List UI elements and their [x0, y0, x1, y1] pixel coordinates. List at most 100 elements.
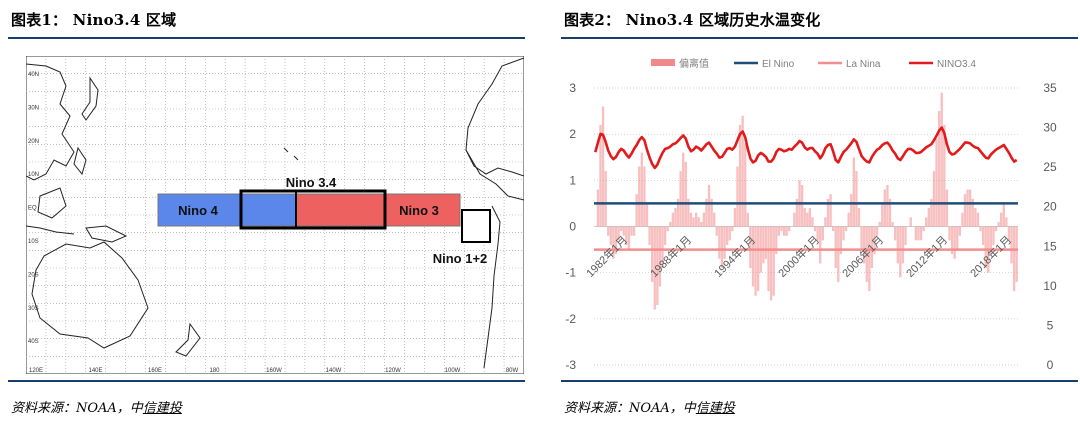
nino3-label: Nino 3 — [399, 203, 439, 218]
anomaly-bar — [1007, 226, 1011, 241]
legend-label: NINO3.4 — [937, 59, 976, 70]
anomaly-bar — [697, 217, 700, 227]
left-title-rule — [8, 37, 525, 39]
map-axis-labels: 40N 30N 20N 10N EQ 10S 20S 30S 40S 120E 140E 160E 18… — [28, 72, 519, 374]
anomaly-bar — [609, 226, 612, 245]
anomaly-bar — [850, 194, 853, 227]
anomaly-bar — [622, 226, 625, 236]
map-lon-label: 120E — [29, 368, 43, 374]
nino34-line-group — [594, 126, 1018, 170]
anomaly-bar — [692, 217, 695, 227]
anomaly-bar — [643, 166, 646, 227]
asia-coastline — [26, 63, 75, 181]
anomaly-bar — [635, 194, 638, 227]
south-america-coastline — [483, 205, 501, 369]
anomaly-bar — [963, 194, 967, 227]
anomaly-bar — [971, 198, 974, 227]
anomaly-bar — [687, 198, 690, 227]
anomaly-bar — [713, 212, 716, 227]
anomaly-bar — [904, 226, 907, 245]
anomaly-bar — [614, 226, 618, 255]
right-figure-panel: 图表2： Nino3.4 区域历史水温变化 -3 -2 -1 0 1 2 3 0 5 10 15 20… — [553, 0, 1080, 428]
map-landmasses — [26, 57, 524, 369]
anomaly-bar — [744, 143, 747, 227]
y-right-tick-label: 25 — [1043, 160, 1057, 174]
anomaly-bar — [788, 226, 791, 232]
anomaly-bar — [689, 212, 693, 227]
anomaly-bar — [741, 115, 744, 227]
anomaly-bar — [948, 226, 951, 241]
anomaly-bar — [640, 152, 643, 227]
y-right-tick-label: 30 — [1043, 121, 1057, 135]
left-source-link[interactable]: 信建投 — [142, 401, 182, 416]
anomaly-bars — [596, 92, 1018, 310]
hawaii-islands — [283, 147, 299, 161]
anomaly-bar — [824, 217, 827, 227]
anomaly-bar — [857, 208, 861, 227]
anomaly-bar — [878, 221, 881, 227]
right-title-rule — [561, 37, 1078, 39]
anomaly-bar — [661, 226, 664, 269]
anomaly-bar — [829, 194, 832, 227]
anomaly-bar — [914, 226, 918, 241]
anomaly-bar — [707, 184, 711, 227]
anomaly-bar — [981, 226, 985, 245]
map-lon-label: 160E — [148, 368, 162, 374]
anomaly-bar — [969, 189, 972, 227]
anomaly-bar — [658, 226, 662, 287]
anomaly-bar — [803, 208, 806, 227]
nino34-label: Nino 3.4 — [286, 175, 337, 190]
anomaly-bar — [852, 157, 855, 227]
anomaly-bar — [710, 198, 713, 227]
map-lat-label: EQ — [28, 206, 37, 212]
anomaly-bar — [940, 92, 943, 227]
anomaly-bar — [669, 221, 672, 227]
anomaly-bar — [834, 226, 837, 269]
anomaly-bar — [682, 152, 685, 227]
right-source-link[interactable]: 信建投 — [695, 401, 735, 416]
anomaly-bar — [800, 184, 804, 227]
y-right-tick-label: 0 — [1047, 358, 1054, 372]
anomaly-bar — [757, 226, 760, 292]
map-lon-label: 160W — [266, 368, 282, 374]
anomaly-bar — [826, 198, 830, 227]
anomaly-bar — [873, 226, 876, 255]
anomaly-bar — [777, 226, 781, 236]
anomaly-bar — [961, 212, 964, 227]
anomaly-bar — [656, 226, 659, 305]
nino4-label: Nino 4 — [178, 203, 218, 218]
anomaly-bar — [705, 198, 708, 227]
anomaly-bar — [736, 166, 739, 227]
anomaly-bar — [868, 226, 871, 292]
anomaly-bar — [612, 226, 615, 259]
anomaly-bar — [723, 226, 726, 259]
borneo-coastline — [37, 187, 67, 219]
map-lat-label: 30S — [28, 306, 39, 312]
anomaly-bar — [935, 138, 938, 227]
anomaly-bar — [630, 226, 633, 236]
map-lon-label: 100W — [445, 368, 461, 374]
anomaly-bar — [953, 226, 956, 259]
map-lat-label: 40S — [28, 339, 39, 345]
anomaly-bar — [943, 124, 946, 227]
anomaly-bar — [715, 226, 718, 236]
anomaly-bar — [684, 161, 687, 227]
anomaly-bar — [837, 226, 840, 282]
anomaly-bar — [813, 226, 817, 232]
anomaly-bar — [855, 171, 858, 227]
anomaly-bar — [746, 212, 749, 227]
anomaly-bar — [651, 226, 654, 282]
nino3-region — [295, 193, 461, 227]
anomaly-bar — [842, 226, 845, 241]
y-left-tick-label: 2 — [569, 127, 576, 141]
anomaly-bar — [1010, 226, 1013, 264]
left-source-note: 资料来源：NOAA，中信建投 — [11, 397, 182, 416]
anomaly-bar — [816, 226, 819, 241]
anomaly-bar — [754, 226, 757, 296]
nino12-label: Nino 1+2 — [433, 251, 488, 266]
anomaly-bar — [638, 166, 641, 227]
y-right-tick-label: 5 — [1047, 318, 1054, 332]
anomaly-bar — [666, 226, 669, 232]
anomaly-bar — [847, 212, 850, 227]
anomaly-bar — [604, 171, 607, 227]
